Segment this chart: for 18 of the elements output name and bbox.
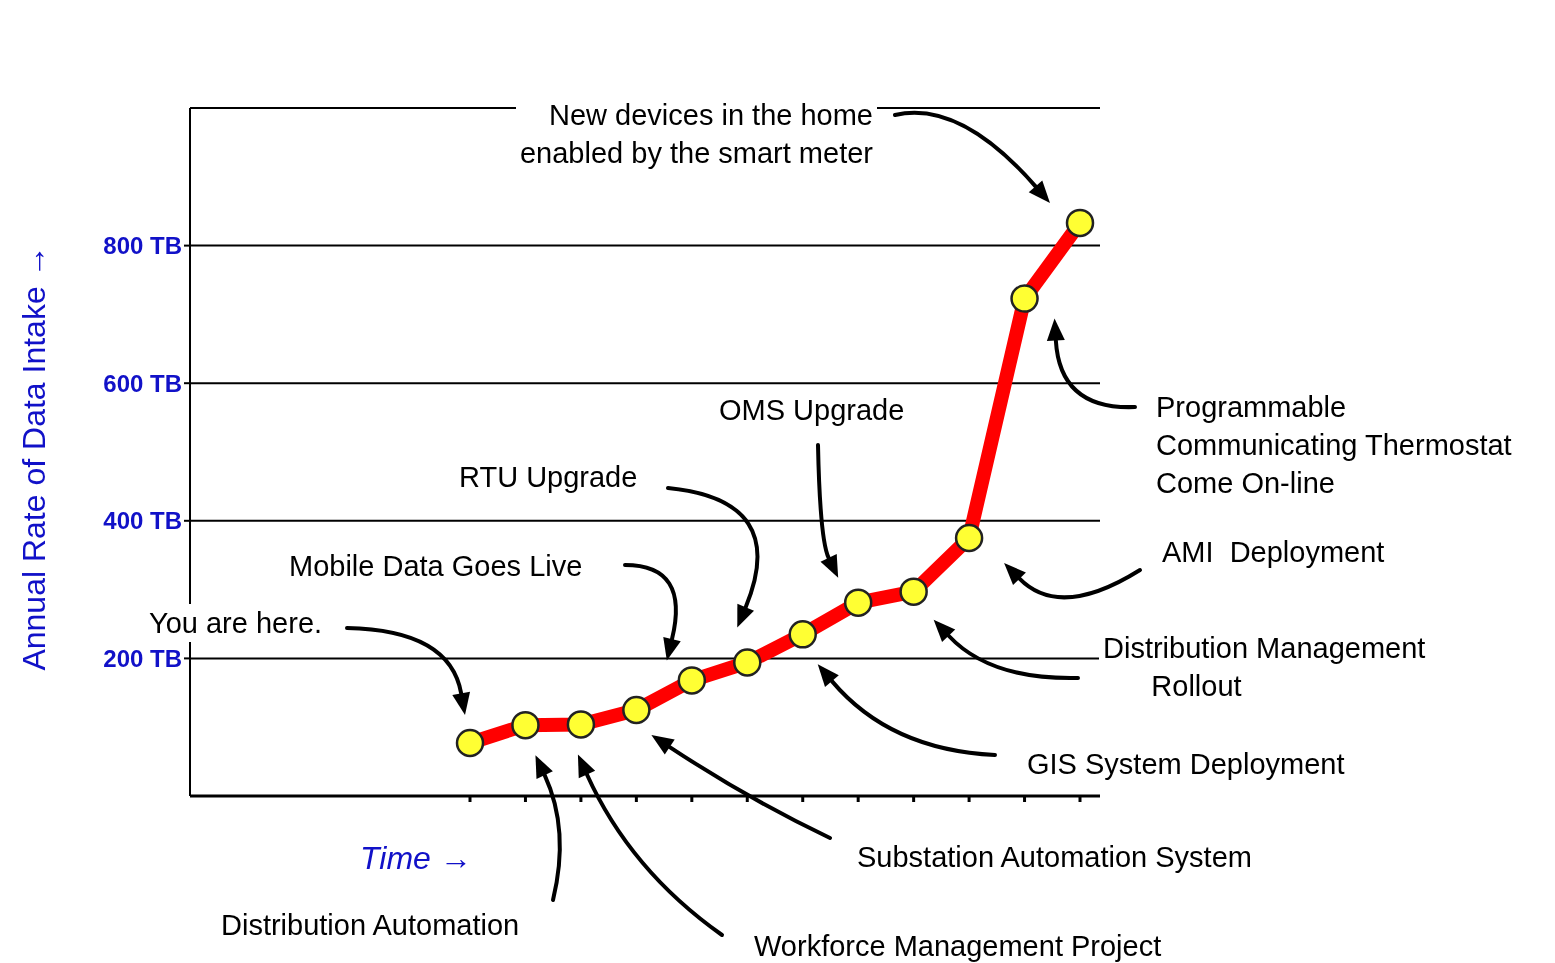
text: Programmable Communicating Thermostat Come On-line bbox=[1152, 388, 1516, 502]
annotation: GIS System Deployment bbox=[1023, 745, 1349, 783]
y-tick-label: 400 TB bbox=[103, 507, 182, 535]
text: Distribution Automation bbox=[217, 906, 524, 944]
text: You are here. bbox=[145, 604, 327, 642]
y-axis-title: Annual Rate of Data Intake → bbox=[15, 244, 53, 671]
annotation: OMS Upgrade bbox=[715, 391, 909, 429]
text: Workforce Management Project bbox=[750, 927, 1166, 963]
annotation: Mobile Data Goes Live bbox=[285, 547, 587, 585]
y-tick-label: 600 TB bbox=[103, 369, 182, 397]
annotation: RTU Upgrade bbox=[455, 458, 642, 496]
y-tick-label: 200 TB bbox=[103, 644, 182, 672]
x-axis-title: Time → bbox=[360, 840, 472, 877]
annotation: New devices in the home enabled by the smart meter bbox=[515, 96, 877, 172]
annotation: Distribution Management Rollout bbox=[1099, 629, 1430, 705]
y-tick-label: 800 TB bbox=[103, 232, 182, 260]
text: Substation Automation System bbox=[853, 838, 1256, 876]
text: AMI Deployment bbox=[1158, 533, 1389, 571]
